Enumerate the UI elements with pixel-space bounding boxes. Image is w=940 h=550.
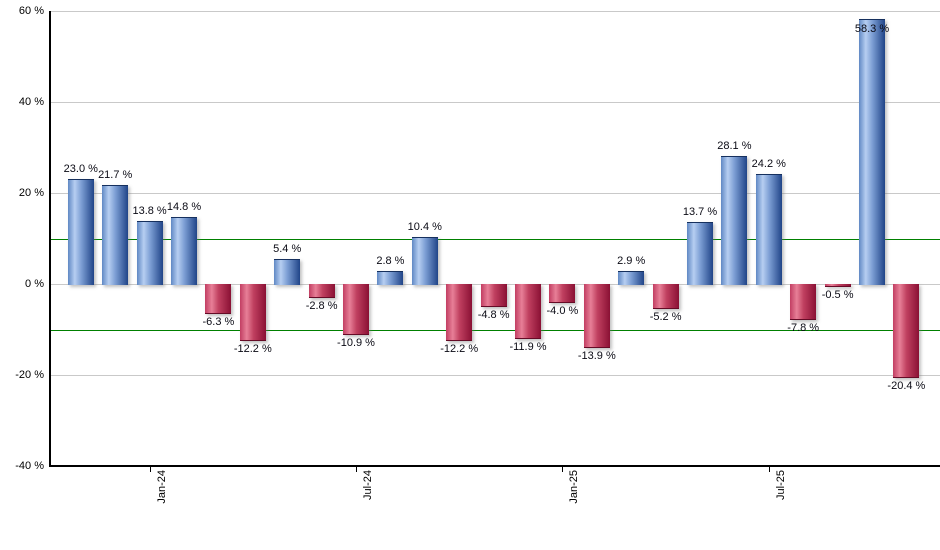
bar-value-label: -0.5 % <box>821 289 854 302</box>
bar <box>102 185 129 285</box>
x-axis-tick-label: Jan-25 <box>568 470 581 504</box>
bar-value-label: -12.2 % <box>440 342 479 355</box>
bar-value-label: 10.4 % <box>407 220 442 233</box>
bar-value-label: 23.0 % <box>63 163 98 176</box>
bar-value-label: -11.9 % <box>509 341 547 354</box>
reference-line <box>49 329 940 331</box>
gridline <box>49 102 940 103</box>
y-axis-tick-label: -40 % <box>15 460 44 472</box>
bar-value-label: 58.3 % <box>854 22 890 35</box>
bar-value-label: -13.9 % <box>577 350 616 363</box>
bar <box>790 284 817 321</box>
bar-value-label: -12.2 % <box>233 342 272 355</box>
y-axis-tick-label: 40 % <box>18 96 44 108</box>
bar-value-label: -4.8 % <box>477 308 510 321</box>
bar <box>239 284 266 341</box>
bar-value-label: 21.7 % <box>98 169 133 182</box>
bar-value-label: 14.8 % <box>166 200 202 213</box>
bar <box>136 221 163 285</box>
bar-value-label: -6.3 % <box>202 315 235 328</box>
bar <box>859 18 885 285</box>
gridline <box>49 375 940 376</box>
bar-value-label: 13.7 % <box>682 205 718 218</box>
bar <box>618 270 645 285</box>
bar-value-label: -2.8 % <box>305 299 338 312</box>
bar-value-label: -20.4 % <box>887 379 926 392</box>
x-axis-tick-label: Jul-24 <box>362 470 374 500</box>
x-axis-tick-label: Jan-24 <box>155 470 168 504</box>
bar-value-label: 2.9 % <box>617 254 646 267</box>
bar-value-label: -5.2 % <box>649 310 682 323</box>
x-axis-tick-mark <box>356 467 357 472</box>
bar-value-label: 13.8 % <box>132 205 167 218</box>
y-axis-tick-label: -20 % <box>15 369 44 381</box>
reference-line <box>49 238 940 240</box>
bar <box>824 284 851 288</box>
bar <box>549 284 576 304</box>
bar <box>515 284 541 340</box>
bar <box>687 221 713 285</box>
bar <box>411 236 438 285</box>
bar <box>274 259 301 285</box>
bar-value-label: -4.0 % <box>546 305 579 318</box>
bar <box>343 284 369 335</box>
y-axis-tick-label: 60 % <box>18 5 44 17</box>
bar <box>652 284 679 309</box>
bar <box>171 216 197 285</box>
x-axis-tick-mark <box>562 467 564 472</box>
bar-value-label: 24.2 % <box>751 157 786 170</box>
bar-value-label: -7.8 % <box>787 322 820 335</box>
bar <box>755 173 782 285</box>
bar-value-label: 2.8 % <box>376 255 405 268</box>
bar <box>583 284 610 349</box>
bar <box>67 179 94 285</box>
bar <box>377 271 404 285</box>
bar <box>308 284 335 298</box>
y-axis-line <box>49 11 51 466</box>
x-axis-tick-mark <box>768 467 770 472</box>
gridline <box>49 11 940 12</box>
x-axis-line <box>49 465 940 467</box>
bar <box>893 284 920 378</box>
x-axis-tick-label: Jul-25 <box>774 470 787 500</box>
gridline <box>49 193 940 194</box>
bar <box>205 284 232 314</box>
bar <box>480 284 507 307</box>
bar <box>721 156 748 285</box>
x-axis-tick-mark <box>149 467 151 472</box>
bar <box>446 284 473 341</box>
y-axis-tick-label: 0 % <box>25 278 44 290</box>
y-axis-tick-label: 20 % <box>18 187 44 199</box>
bar-value-label: 28.1 % <box>717 140 752 153</box>
bar-value-label: 5.4 % <box>273 243 302 256</box>
bar-value-label: -10.9 % <box>337 336 375 349</box>
